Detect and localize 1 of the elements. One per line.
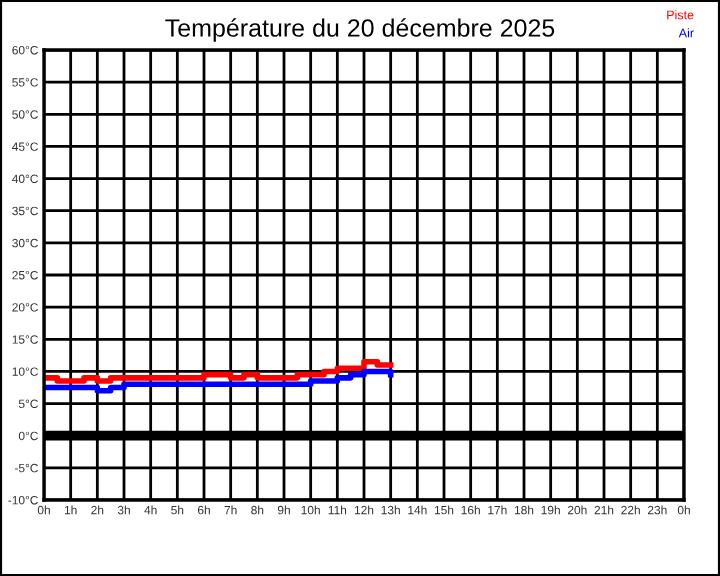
chart-title: Température du 20 décembre 2025 <box>165 18 555 42</box>
